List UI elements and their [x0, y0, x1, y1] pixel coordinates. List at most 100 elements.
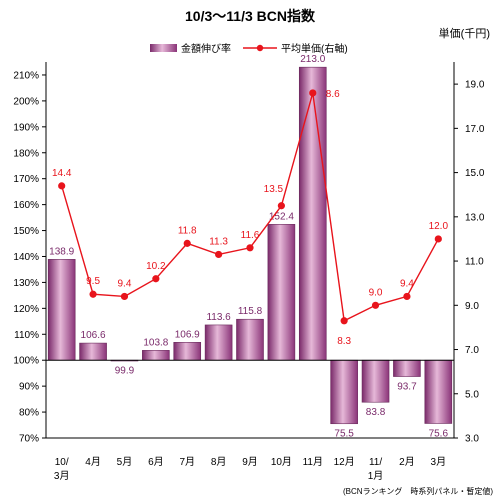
- bar-value-label: 113.6: [206, 312, 231, 323]
- line-value-label: 9.4: [400, 278, 414, 289]
- category-label: 3月: [54, 470, 70, 482]
- bar-value-label: 152.4: [269, 211, 294, 222]
- line-point: [403, 292, 411, 301]
- category-label: 3月: [431, 456, 447, 468]
- right-tick-label: 19.0: [465, 80, 485, 91]
- bar-value-label: 99.9: [115, 365, 135, 376]
- category-label: 10月: [271, 456, 292, 468]
- category-label: 4月: [85, 456, 101, 468]
- left-tick-label: 200%: [13, 96, 39, 107]
- category-label: 2月: [399, 456, 415, 468]
- left-tick-label: 70%: [19, 434, 39, 445]
- right-tick-label: 7.0: [465, 345, 479, 356]
- line-value-label: 9.0: [369, 287, 383, 298]
- line-point: [120, 292, 129, 301]
- bar: [236, 318, 264, 361]
- line-point: [58, 182, 66, 190]
- line-value-label: 8.3: [337, 336, 351, 347]
- bar: [298, 66, 327, 361]
- bar-value-label: 138.9: [49, 246, 74, 257]
- bar: [361, 359, 390, 403]
- bar-value-label: 103.8: [143, 337, 168, 348]
- right-tick-label: 3.0: [465, 434, 479, 445]
- bar: [142, 350, 170, 361]
- left-tick-label: 80%: [19, 408, 39, 419]
- line-value-label: 11.3: [209, 236, 228, 247]
- right-tick-label: 5.0: [465, 389, 479, 400]
- line-point: [89, 290, 97, 298]
- bar: [330, 359, 358, 425]
- left-tick-label: 140%: [13, 252, 39, 263]
- left-tick-label: 160%: [13, 200, 39, 211]
- bar: [267, 224, 296, 361]
- bar-value-label: 106.6: [81, 330, 106, 341]
- right-tick-label: 11.0: [465, 257, 484, 268]
- bar-value-label: 75.5: [334, 429, 354, 440]
- line-point: [434, 235, 442, 243]
- legend: 金額伸び率 平均単価(右軸): [150, 42, 348, 55]
- left-tick-label: 90%: [19, 382, 39, 393]
- line-value-label: 8.6: [326, 89, 340, 100]
- category-label: 7月: [179, 456, 195, 468]
- line-value-label: 11.8: [178, 225, 197, 236]
- left-tick-label: 190%: [13, 122, 39, 133]
- line-point: [371, 301, 380, 309]
- left-tick-label: 170%: [13, 174, 39, 185]
- line-point: [152, 275, 160, 283]
- right-tick-label: 13.0: [465, 212, 485, 223]
- line-point: [215, 250, 223, 259]
- bar-value-label: 93.7: [397, 382, 417, 393]
- bar: [424, 359, 453, 424]
- source-note: (BCNランキング 時系列パネル・暫定値): [343, 486, 493, 496]
- bar-value-label: 106.9: [175, 329, 200, 340]
- right-axis-ticks: 3.0 5.0 7.0 9.0 11.0 13.0 15.0 17.0 19.0: [454, 80, 485, 445]
- line-value-label: 9.5: [86, 276, 100, 287]
- category-label: 12月: [334, 456, 355, 468]
- line-point: [309, 89, 317, 97]
- line-value-label: 10.2: [146, 261, 166, 272]
- bar: [173, 342, 202, 361]
- line-value-label: 13.5: [264, 184, 284, 195]
- line-value-label: 14.4: [52, 168, 72, 179]
- line-point: [277, 202, 285, 210]
- category-label: 6月: [148, 456, 164, 468]
- bar-value-label: 75.6: [429, 428, 449, 439]
- legend-line-label: 平均単価(右軸): [281, 42, 348, 55]
- category-label: 5月: [117, 456, 133, 468]
- left-tick-label: 110%: [14, 330, 39, 341]
- right-tick-label: 9.0: [465, 301, 479, 312]
- right-axis-unit: 単価(千円): [439, 26, 490, 40]
- left-axis-ticks: 70% 80% 90% 100% 110% 120% 130% 140% 150% 160% 170…: [13, 70, 46, 445]
- bar: [204, 324, 233, 361]
- right-tick-label: 17.0: [465, 124, 485, 135]
- bar: [47, 259, 76, 361]
- line-point: [246, 244, 254, 252]
- category-label: 1月: [368, 470, 384, 482]
- bar-value-label: 213.0: [300, 54, 325, 65]
- bar-series: 138.9 106.6 99.9 103.8 106.9 113.6 115.8 152.4 2…: [47, 54, 453, 440]
- bar-value-label: 83.8: [366, 407, 386, 418]
- legend-bar-label: 金額伸び率: [181, 42, 231, 55]
- left-tick-label: 130%: [13, 278, 39, 289]
- bar: [79, 342, 107, 361]
- chart-title: 10/3～11/3 BCN指数: [185, 8, 316, 24]
- category-label: 11/: [369, 457, 382, 468]
- line-value-label: 12.0: [429, 221, 449, 232]
- category-labels: 10/3月 4月 5月 6月 7月 8月 9月 10月 11月 12月 11/1月 2月 3月: [54, 456, 446, 482]
- plot-frame: [45, 62, 455, 439]
- bar: [393, 359, 421, 377]
- category-label: 8月: [211, 456, 227, 468]
- bar-value-label: 115.8: [238, 306, 263, 317]
- line-value-label: 9.4: [118, 278, 132, 289]
- line-series: 14.4 9.5 9.4 10.2 11.8 11.3 11.6 13.5 8.6 8.3 9.0 9…: [52, 89, 449, 347]
- category-label: 11月: [303, 456, 323, 468]
- left-tick-label: 210%: [13, 70, 39, 81]
- line-value-label: 11.6: [241, 230, 260, 241]
- category-label: 9月: [242, 456, 258, 468]
- line-point: [340, 317, 348, 325]
- right-tick-label: 15.0: [465, 168, 485, 179]
- legend-bar-swatch: [150, 44, 177, 52]
- left-tick-label: 150%: [13, 226, 39, 237]
- left-tick-label: 180%: [13, 148, 39, 159]
